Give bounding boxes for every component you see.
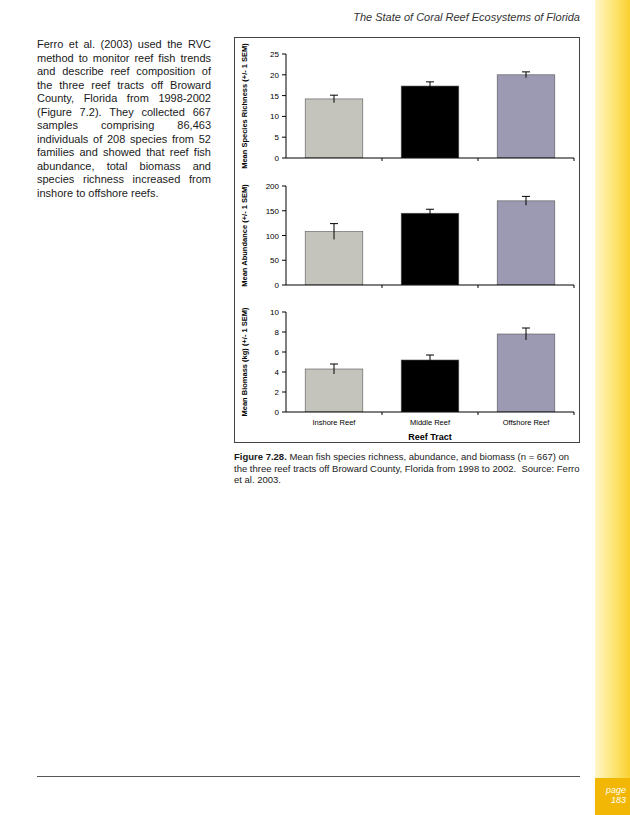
frame-border [235,38,580,443]
error-bar [426,355,434,365]
bar [497,75,555,158]
y-tick [282,285,286,286]
y-tick [282,210,286,211]
y-tick-label: 8 [275,328,280,337]
x-tick [574,285,575,288]
marks [305,196,555,285]
marks [305,328,555,412]
x-tick [382,285,383,288]
y-tick [282,352,286,353]
y-tick [282,54,286,55]
x-tick-label: Middle Reef [410,418,451,427]
y-tick-label: 0 [275,154,280,163]
x-tick [382,412,383,415]
bar [305,99,363,158]
caption-label: Figure 7.28. [234,451,287,462]
error-bar [426,209,434,217]
y-tick-label: 25 [270,50,279,59]
y-tick [282,235,286,236]
y-tick [282,332,286,333]
page-number: 183 [595,795,626,805]
y-tick-label: 150 [266,207,280,216]
x-tick [574,158,575,161]
error-bar [330,95,338,102]
subplot: 0 5 10 15 20 25 Mean Species Richness (+/- 1 S… [240,43,574,169]
page-box: page183 [595,778,630,815]
bar [401,360,459,412]
y-tick-label: 5 [275,133,280,142]
y-tick-label: 2 [275,388,280,397]
y-tick [282,74,286,75]
bar [305,232,363,285]
x-tick [478,412,479,415]
x-axis [286,158,574,159]
error-bar [330,364,338,374]
x-tick [478,158,479,161]
error-bar [522,328,530,340]
y-tick [282,412,286,413]
sidebar [595,0,630,815]
x-tick [574,412,575,415]
x-axis [286,285,574,286]
bar [497,334,555,412]
y-tick [282,392,286,393]
y-tick [282,260,286,261]
error-bar [522,196,530,205]
y-tick [282,312,286,313]
y-tick-label: 0 [275,281,280,290]
page-label: page [595,785,626,795]
x-tick [478,285,479,288]
y-axis [286,54,287,158]
bar [401,213,459,285]
y-tick-label: 20 [270,71,279,80]
bar [305,369,363,412]
subplot: 0 2 4 6 8 10 Inshore Reef Middle Reef Offshore R… [240,307,574,442]
x-tick [382,158,383,161]
y-tick-label: 50 [270,256,279,265]
y-tick [282,372,286,373]
x-tick-label: Inshore Reef [313,418,357,427]
y-tick-label: 10 [270,308,279,317]
y-tick [282,137,286,138]
y-tick [282,186,286,187]
y-tick-label: 4 [275,368,280,377]
error-bar [426,82,434,90]
y-tick-label: 10 [270,112,279,121]
y-tick-label: 100 [266,232,280,241]
bar [497,201,555,285]
footer-rule [37,776,580,777]
y-tick-label: 15 [270,92,279,101]
caption-text: Mean fish species richness, abundance, a… [234,451,582,485]
x-tick-label: Offshore Reef [503,418,550,427]
header-title: The State of Coral Reef Ecosystems of Fl… [353,11,580,23]
y-axis [286,312,287,412]
chart-frame: 0510152025Mean Species Richness (+/- 1 S… [234,37,580,443]
subplot: 0 50 100 150 200 Mean Abundance (+/- 1 SEM) [240,182,574,290]
y-tick-label: 0 [275,408,280,417]
y-tick [282,95,286,96]
x-axis [286,412,574,413]
marks [305,72,555,158]
error-bar [330,224,338,240]
x-axis-label: Reef Tract [408,432,452,442]
bar [401,86,459,158]
y-axis-label: Mean Species Richness (+/- 1 SEM) [240,43,249,169]
y-tick-label: 200 [266,182,280,191]
y-tick-label: 6 [275,348,280,357]
caption: Figure 7.28. Mean fish species richness,… [234,451,580,486]
y-tick [282,116,286,117]
error-bar [522,72,530,78]
y-tick [282,158,286,159]
y-axis-label: Mean Abundance (+/- 1 SEM) [240,184,249,287]
paragraph: Ferro et al. (2003) used the RVC method … [37,38,211,200]
y-axis-label: Mean Biomass (kg) (+/- 1 SEM) [240,307,249,416]
